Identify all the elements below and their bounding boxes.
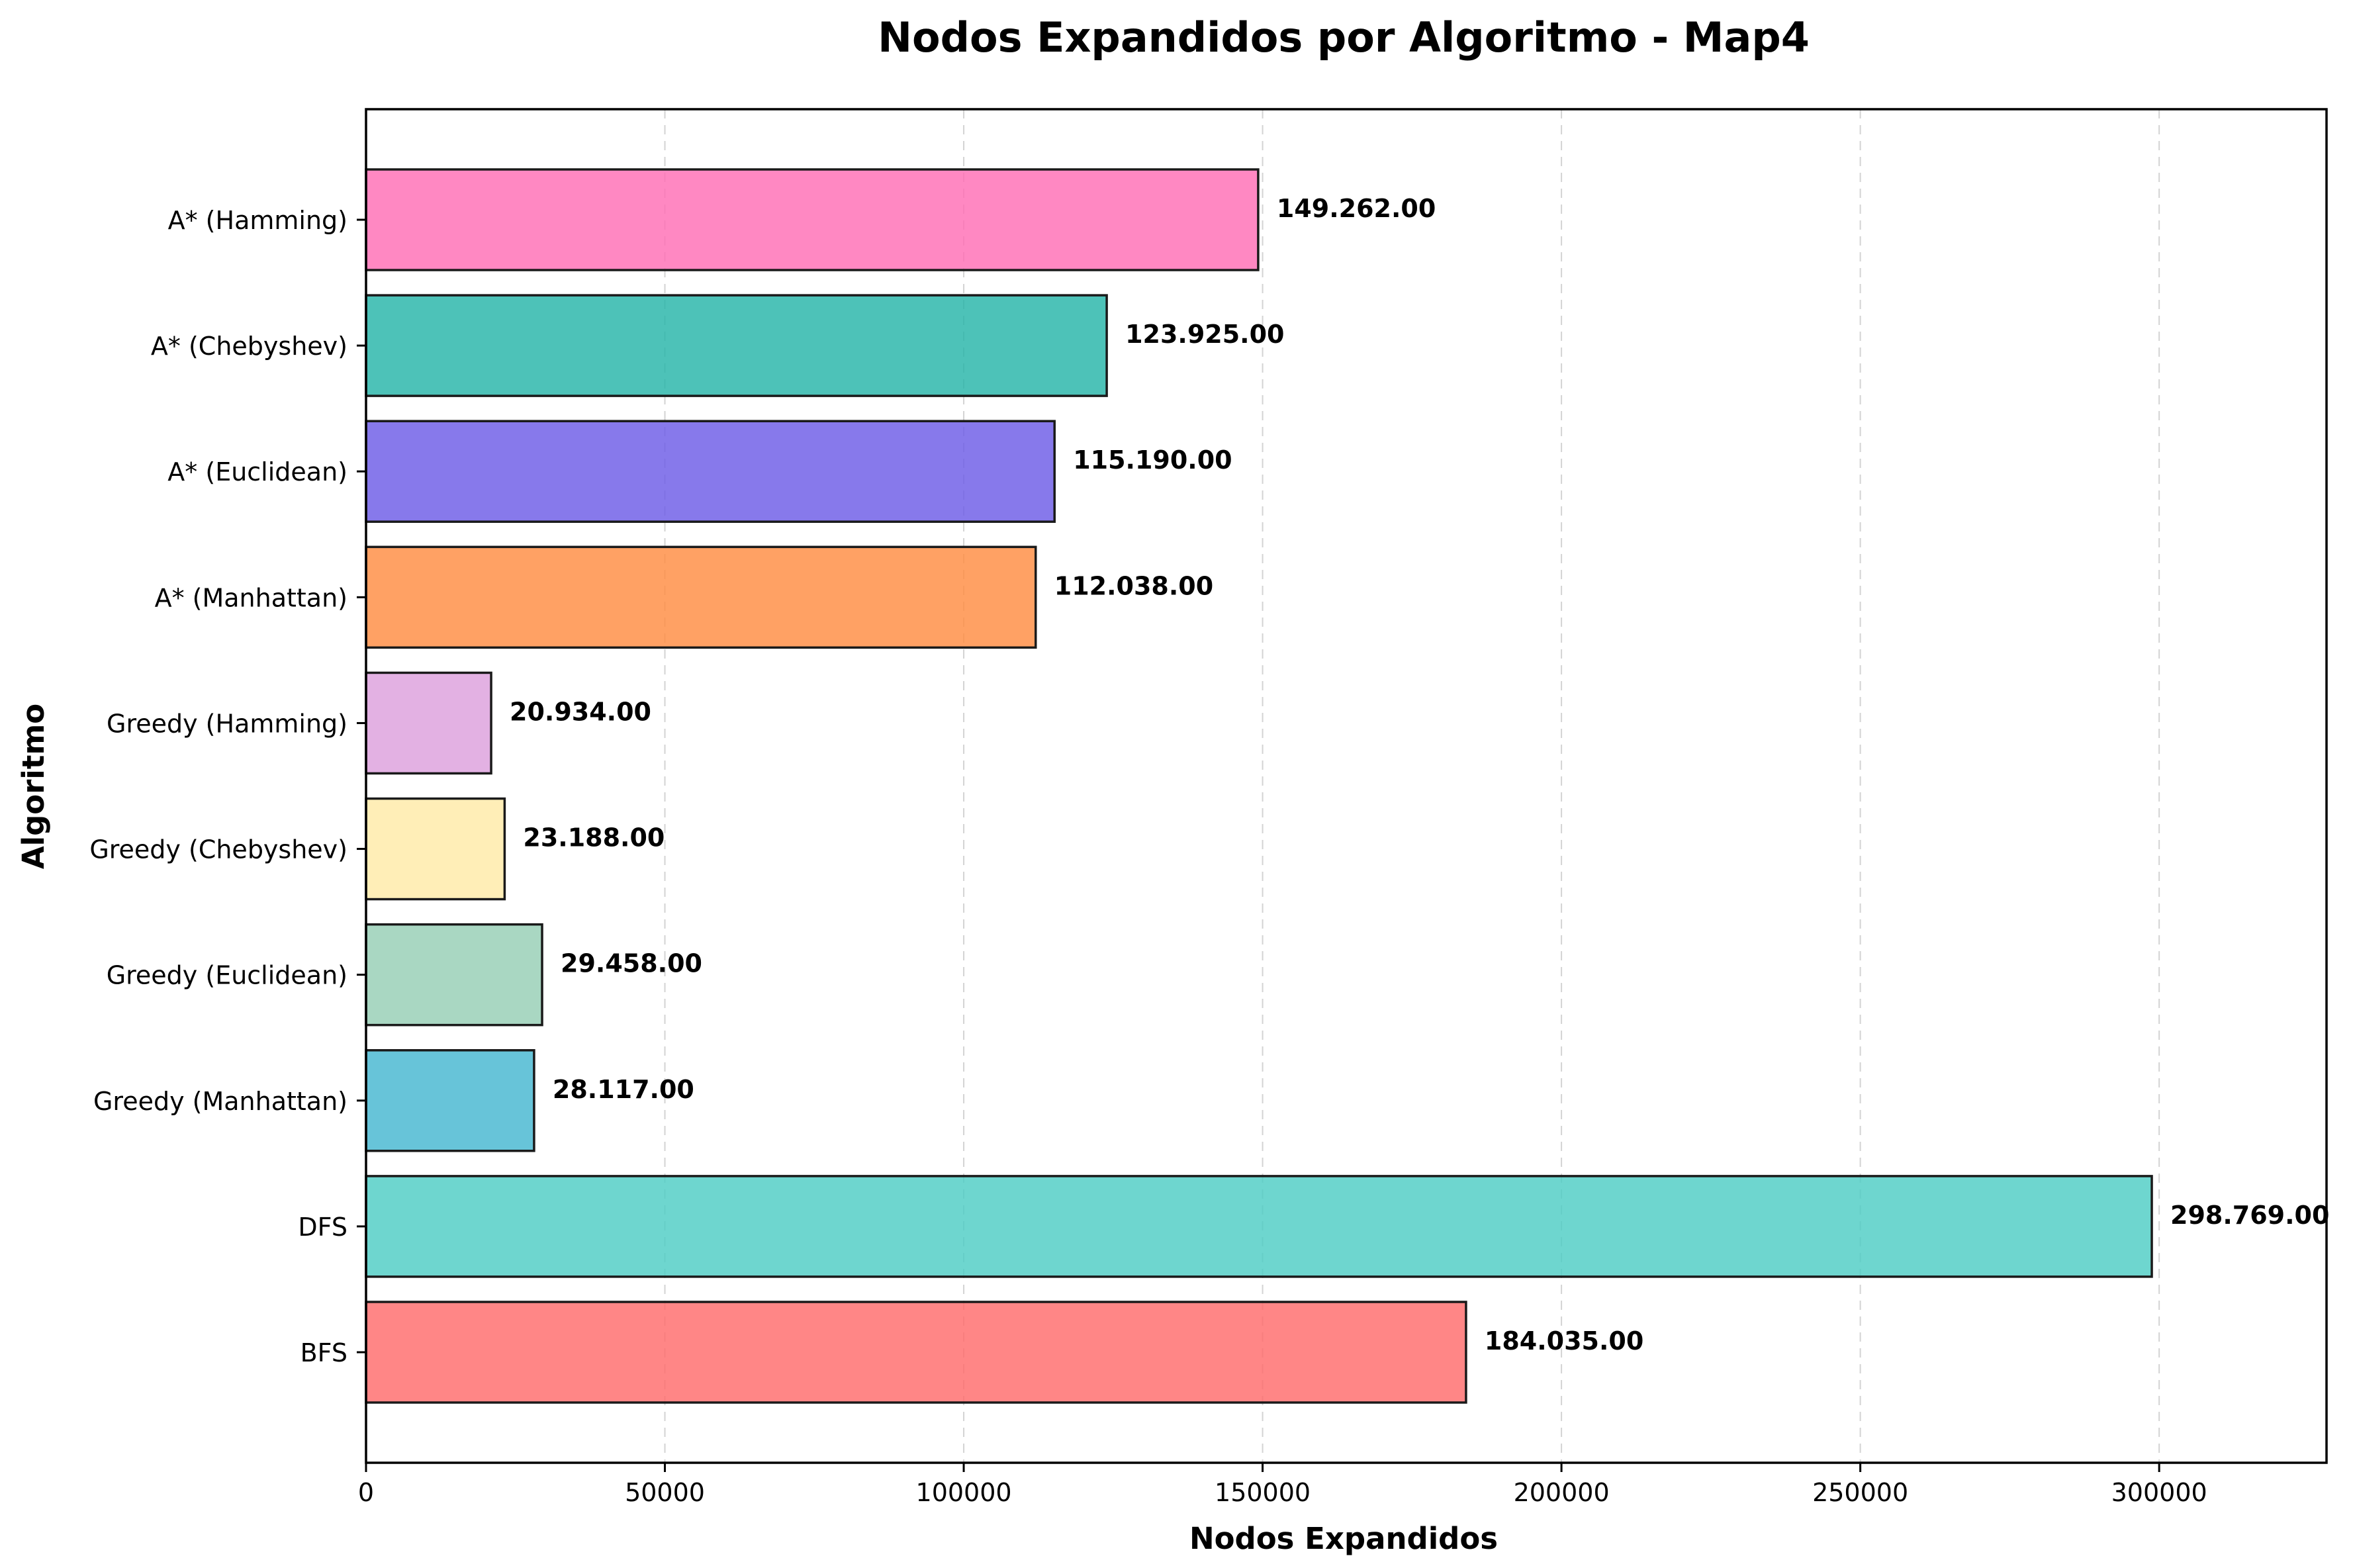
y-axis-ticks: BFS DFS Greedy (Manhattan) Greedy (Euclidea… bbox=[89, 206, 366, 1367]
y-tick-label: A* (Chebyshev) bbox=[151, 332, 347, 361]
y-tick-label: A* (Euclidean) bbox=[167, 457, 347, 486]
bar-value-label: 23.188.00 bbox=[523, 823, 665, 853]
y-tick-label: A* (Hamming) bbox=[168, 206, 347, 235]
bar bbox=[365, 671, 492, 775]
bar bbox=[365, 294, 1108, 397]
bar-value-label: 184.035.00 bbox=[1485, 1326, 1643, 1356]
bar bbox=[365, 797, 506, 901]
bar-value-label: 28.117.00 bbox=[553, 1075, 694, 1104]
bar-value-label: 29.458.00 bbox=[561, 949, 702, 978]
y-tick-label: Greedy (Chebyshev) bbox=[89, 835, 347, 864]
bar-value-label: 115.190.00 bbox=[1073, 445, 1232, 475]
x-tick-label: 100000 bbox=[916, 1478, 1012, 1507]
y-tick-label: Greedy (Euclidean) bbox=[107, 961, 347, 990]
plot-frame bbox=[365, 108, 2328, 1464]
bar bbox=[365, 1301, 1467, 1404]
y-tick-label: BFS bbox=[300, 1338, 347, 1367]
bar-value-label: 112.038.00 bbox=[1054, 571, 1213, 600]
y-tick-label: A* (Manhattan) bbox=[155, 583, 347, 612]
y-tick-label: Greedy (Manhattan) bbox=[93, 1087, 347, 1116]
bar bbox=[365, 545, 1037, 649]
chart-title: Nodos Expandidos por Algoritmo - Map4 bbox=[878, 13, 1810, 62]
bar-value-label: 149.262.00 bbox=[1277, 194, 1436, 223]
bar bbox=[365, 1049, 535, 1152]
x-tick-label: 300000 bbox=[2111, 1478, 2207, 1507]
x-tick-label: 250000 bbox=[1812, 1478, 1908, 1507]
x-tick-label: 0 bbox=[358, 1478, 374, 1507]
y-tick-label: DFS bbox=[298, 1213, 347, 1242]
bar bbox=[365, 420, 1056, 523]
x-tick-label: 200000 bbox=[1514, 1478, 1610, 1507]
x-tick-label: 50000 bbox=[625, 1478, 705, 1507]
bar bbox=[365, 168, 1260, 271]
bar-value-label: 298.769.00 bbox=[2170, 1201, 2329, 1230]
bar bbox=[365, 923, 543, 1027]
bar-value-label: 20.934.00 bbox=[510, 697, 651, 726]
value-labels: 184.035.00 298.769.00 28.117.00 29.458.00 23… bbox=[510, 194, 2329, 1356]
y-tick-label: Greedy (Hamming) bbox=[107, 709, 347, 738]
x-axis-ticks: 0 50000 100000 150000 200000 250000 300000 bbox=[358, 1463, 2207, 1507]
bar-value-label: 123.925.00 bbox=[1125, 320, 1284, 349]
x-axis-label: Nodos Expandidos bbox=[1189, 1521, 1498, 1556]
y-axis-label: Algoritmo bbox=[16, 704, 51, 869]
bars bbox=[365, 168, 2153, 1404]
x-tick-label: 150000 bbox=[1215, 1478, 1311, 1507]
bar bbox=[365, 1175, 2153, 1278]
